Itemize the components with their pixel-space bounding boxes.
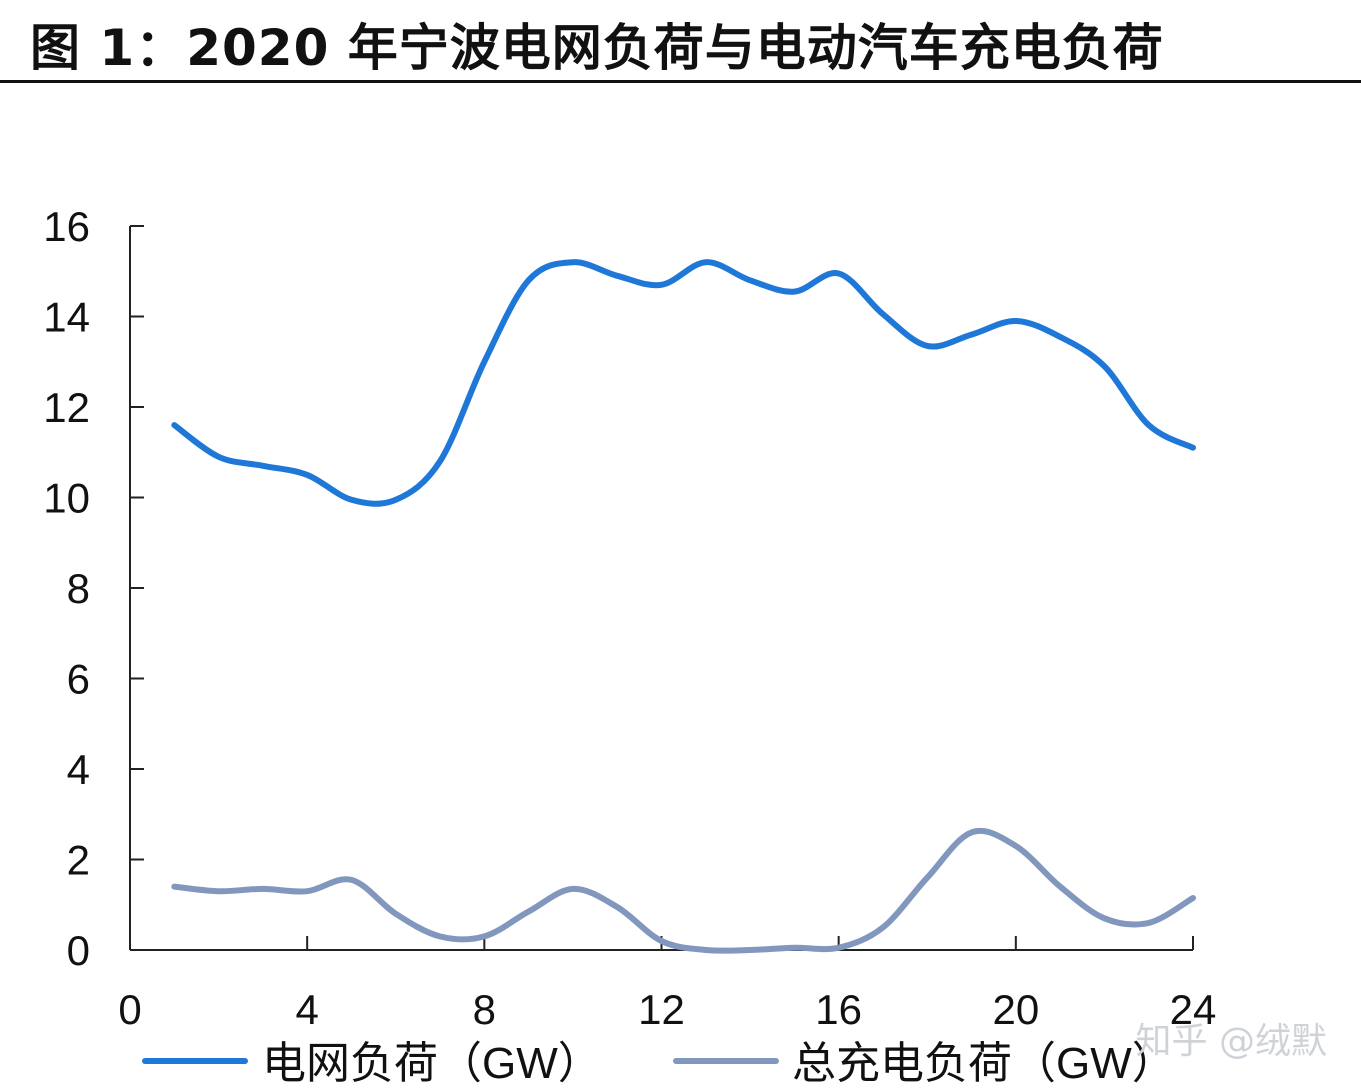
series-2-point	[659, 938, 665, 944]
series-1-point	[659, 282, 665, 288]
series-2-point	[924, 875, 930, 881]
y-tick-label: 6	[67, 656, 90, 703]
y-tick-label: 2	[67, 837, 90, 884]
series-2-point	[393, 911, 399, 917]
series-1-point	[880, 311, 886, 317]
series-2-point	[1146, 920, 1152, 926]
series-1-point	[747, 277, 753, 283]
series-1-point	[614, 273, 620, 279]
series-1-point	[1190, 445, 1196, 451]
series-1-point	[216, 454, 222, 460]
series-2-point	[880, 924, 886, 930]
series-layer	[171, 259, 1196, 954]
series-2-point	[260, 886, 266, 892]
series-1-point	[1101, 363, 1107, 369]
y-tick-label: 16	[43, 203, 90, 250]
series-2-point	[614, 904, 620, 910]
series-1-point	[1057, 334, 1063, 340]
y-tick-label: 8	[67, 565, 90, 612]
series-1-point	[526, 277, 532, 283]
x-tick-label: 12	[638, 986, 685, 1033]
series-1-point	[481, 359, 487, 365]
series-2-point	[526, 909, 532, 915]
series-line-1	[171, 259, 1196, 507]
series-1-point	[703, 259, 709, 265]
series-2-point	[1190, 895, 1196, 901]
series-2-point	[747, 947, 753, 953]
series-2-point	[171, 884, 177, 890]
watermark: 知乎 @绒默	[1135, 1021, 1327, 1062]
series-1-point	[349, 497, 355, 503]
x-tick-label: 4	[295, 986, 318, 1033]
series-2-point	[791, 945, 797, 951]
x-tick-label: 0	[118, 986, 141, 1033]
series-1-point	[393, 497, 399, 503]
series-2-point	[1013, 843, 1019, 849]
series-1-point	[437, 458, 443, 464]
series-1-point	[171, 422, 177, 428]
x-tick-label: 8	[473, 986, 496, 1033]
figure-title: 图 1：2020 年宁波电网负荷与电动汽车充电负荷	[30, 19, 1164, 77]
y-tick-label: 14	[43, 294, 90, 341]
series-1-point	[969, 332, 975, 338]
series-2-point	[1057, 884, 1063, 890]
x-tick-label: 16	[815, 986, 862, 1033]
y-tick-label: 4	[67, 746, 90, 793]
y-tick-label: 0	[67, 927, 90, 974]
series-1-point	[791, 289, 797, 295]
legend: 电网负荷（GW） 总充电负荷（GW）	[142, 1039, 1176, 1088]
series-2-point	[570, 886, 576, 892]
series-1-point	[304, 472, 310, 478]
series-2-point	[1101, 915, 1107, 921]
title-divider	[0, 80, 1361, 83]
series-2-point	[349, 877, 355, 883]
legend-label-1: 电网负荷（GW）	[262, 1039, 602, 1088]
series-2-point	[437, 933, 443, 939]
x-tick-label: 20	[992, 986, 1039, 1033]
y-tick-label: 10	[43, 475, 90, 522]
series-1-point	[260, 463, 266, 469]
series-2-point	[216, 888, 222, 894]
legend-label-2: 总充电负荷（GW）	[792, 1039, 1176, 1088]
y-tick-label: 12	[43, 384, 90, 431]
x-tick-label: 24	[1170, 986, 1217, 1033]
series-1-point	[836, 271, 842, 277]
series-1-point	[1013, 318, 1019, 324]
series-1-point	[1146, 422, 1152, 428]
series-line-2	[171, 828, 1196, 954]
series-2-point	[969, 829, 975, 835]
series-1-point	[570, 259, 576, 265]
series-2-point	[304, 888, 310, 894]
series-2-point	[836, 945, 842, 951]
series-2-point	[703, 947, 709, 953]
series-1-point	[924, 343, 930, 349]
series-2-point	[481, 933, 487, 939]
